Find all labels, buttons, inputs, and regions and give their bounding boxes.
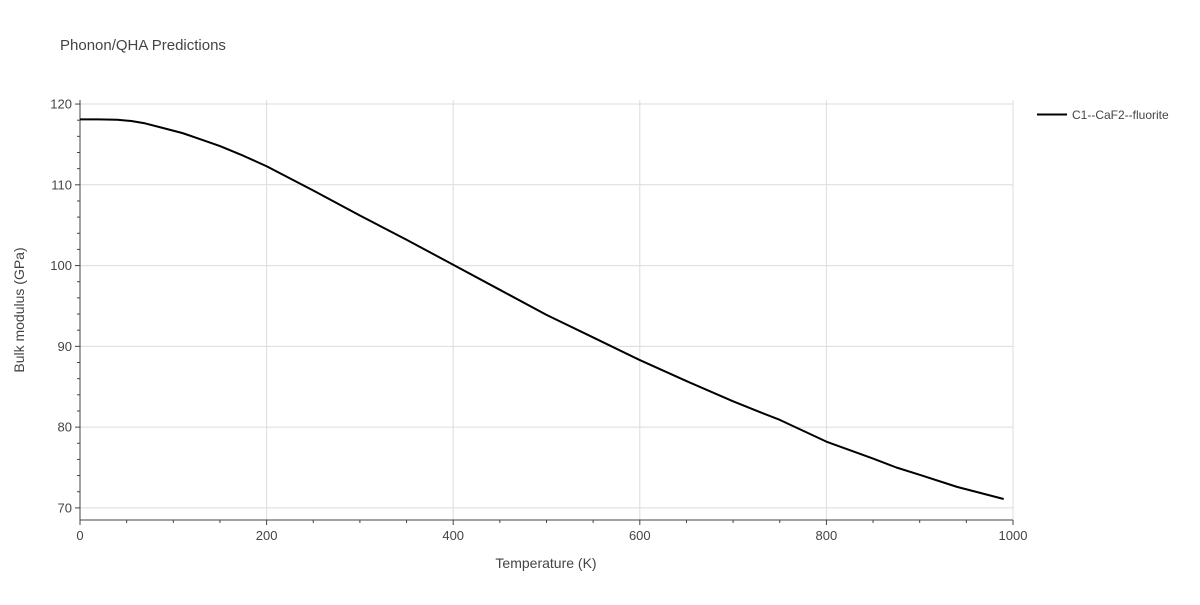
y-tick-label: 90	[58, 339, 72, 354]
x-tick-label: 1000	[999, 528, 1028, 543]
legend-item-label: C1--CaF2--fluorite	[1072, 108, 1169, 122]
legend[interactable]: C1--CaF2--fluorite	[1037, 108, 1169, 122]
y-tick-label: 100	[50, 258, 72, 273]
x-tick-label: 400	[442, 528, 464, 543]
y-tick-label: 120	[50, 97, 72, 112]
axis-layer: 0 200 400 600 800 1000 70 80 90 100 110 120	[50, 97, 1027, 543]
chart-title: Phonon/QHA Predictions	[60, 37, 226, 54]
series-layer	[80, 118, 1004, 500]
y-tick-label: 110	[51, 177, 72, 192]
x-tick-label: 800	[816, 528, 838, 543]
x-tick-label: 200	[256, 528, 278, 543]
series-line	[80, 118, 1004, 500]
y-tick-label: 80	[58, 420, 72, 435]
y-axis-title: Bulk modulus (GPa)	[11, 247, 27, 372]
x-tick-label: 0	[76, 528, 83, 543]
x-tick-label: 600	[629, 528, 651, 543]
x-axis-title: Temperature (K)	[495, 555, 596, 571]
grid-layer	[80, 100, 1014, 520]
y-tick-label: 70	[58, 500, 72, 515]
